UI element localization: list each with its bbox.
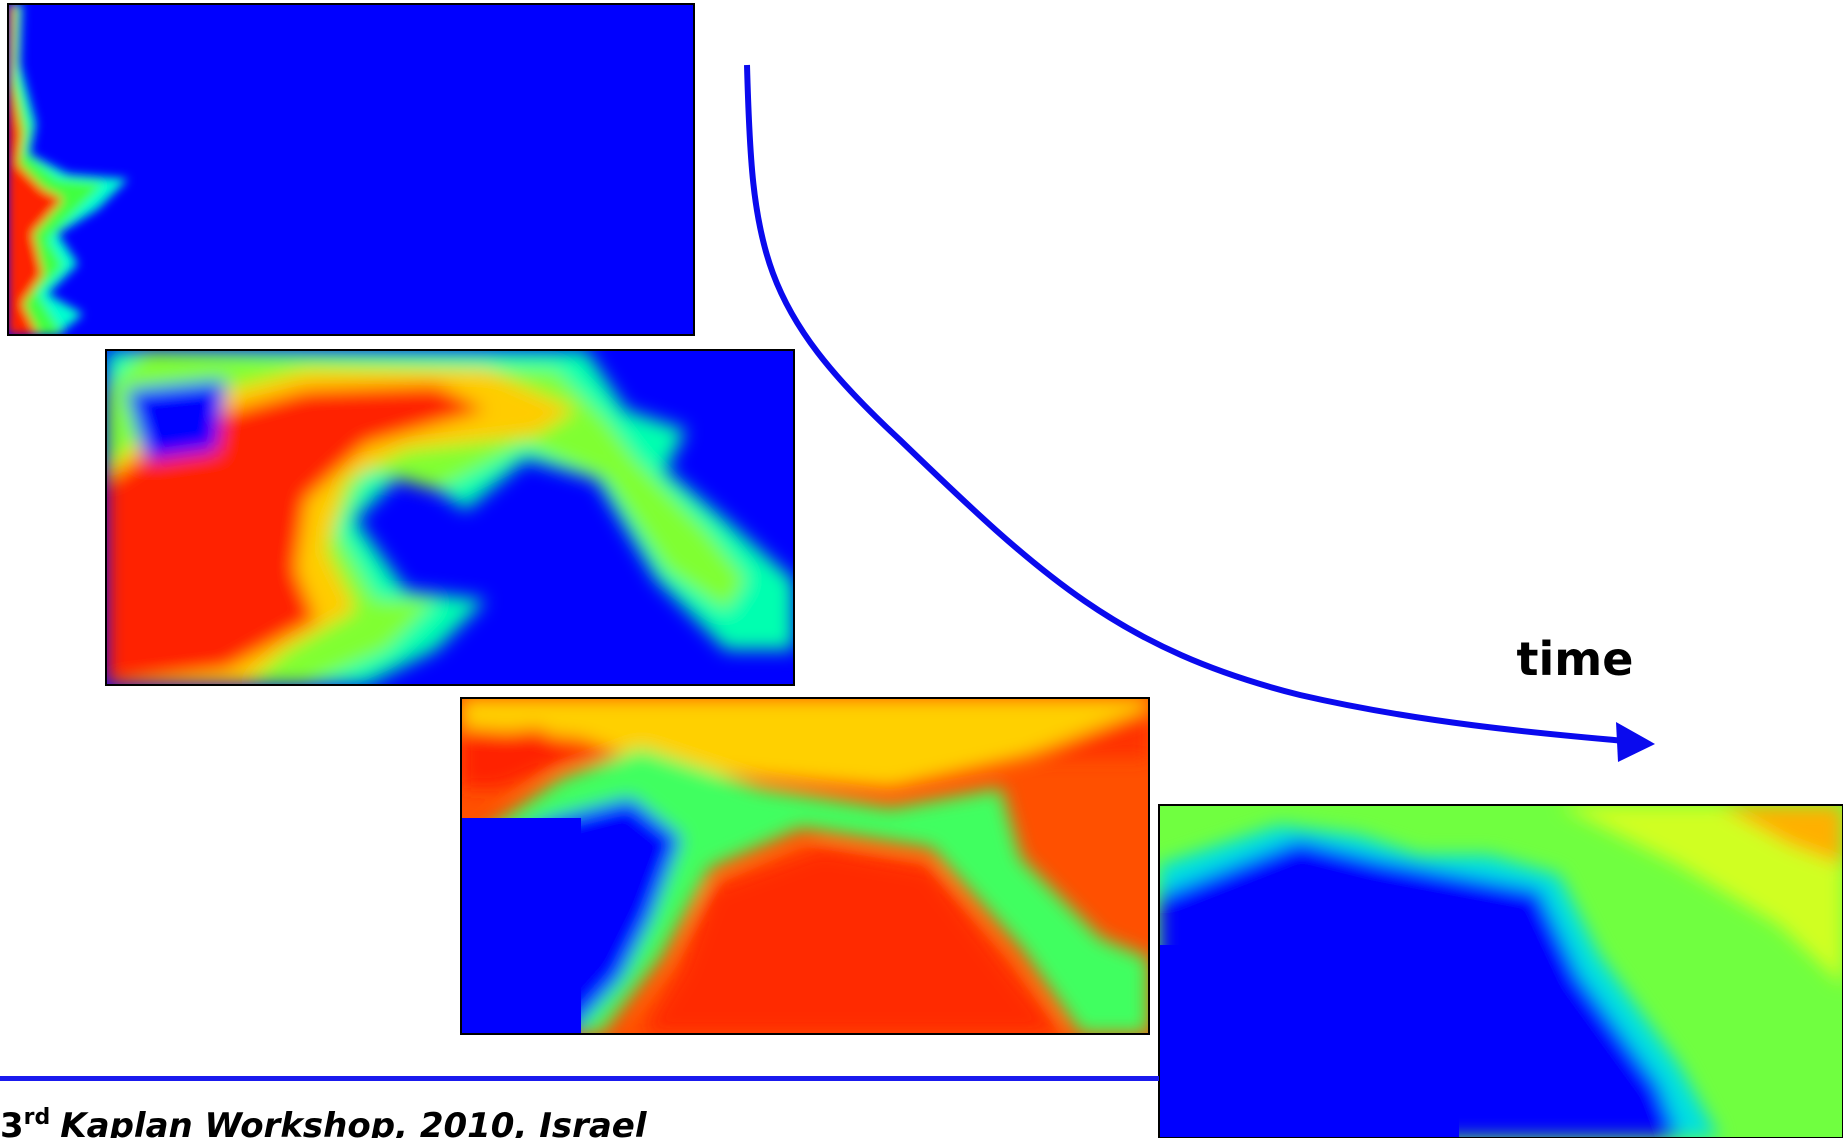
footer-rule	[0, 1076, 1159, 1081]
arrow-head	[1616, 722, 1655, 762]
body: time 3rdKaplan Workshop, 2010, Israel ((…	[0, 0, 1843, 1138]
slide: time 3rd Kaplan Workshop, 2010, Israel	[0, 0, 1843, 1138]
snapshot-2	[106, 350, 794, 685]
snapshot-3	[461, 698, 1149, 1034]
footer-superscript: rd	[24, 1105, 51, 1130]
footer-text: 3rd Kaplan Workshop, 2010, Israel	[0, 1105, 648, 1138]
time-arrow	[747, 65, 1625, 741]
snapshot-1	[8, 4, 694, 335]
time-label: time	[1517, 632, 1634, 686]
snapshot-4	[1159, 805, 1843, 1138]
footer-title: Kaplan Workshop, 2010, Israel	[60, 1106, 648, 1138]
page: Slide {"label": "time", "footer": {"ordi…	[0, 0, 1843, 1138]
footer-ordinal: 3	[0, 1106, 24, 1138]
